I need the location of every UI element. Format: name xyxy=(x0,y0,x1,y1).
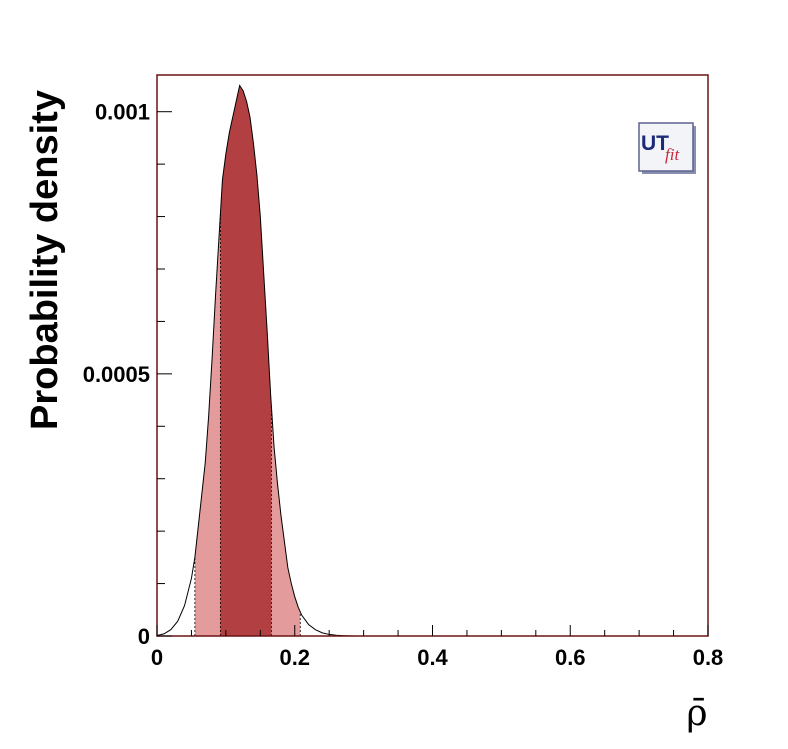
x-tick-label: 0.2 xyxy=(279,645,310,670)
y-tick-label: 0.0005 xyxy=(83,362,150,387)
tick-labels: 0 0.2 0.4 0.6 0.8 0 0.0005 0.001 xyxy=(83,100,724,670)
y-tick-label: 0.001 xyxy=(95,100,150,125)
interval-boundaries xyxy=(194,214,301,636)
utfit-logo: UT fit xyxy=(638,122,696,174)
svg-text:fit: fit xyxy=(665,145,680,164)
y-axis-title: Probability density xyxy=(24,90,66,430)
y-tick-label: 0 xyxy=(138,624,150,649)
svg-text:UT: UT xyxy=(641,132,669,155)
axis-ticks xyxy=(156,111,709,637)
density-curve xyxy=(156,84,708,637)
interval-68-fill xyxy=(220,85,272,637)
x-tick-label: 0.6 xyxy=(555,645,586,670)
x-tick-label: 0.4 xyxy=(417,645,448,670)
interval-fills xyxy=(194,85,301,637)
x-tick-label: 0.8 xyxy=(693,645,724,670)
x-tick-label: 0 xyxy=(151,645,163,670)
x-axis-title: ρ̄ xyxy=(686,693,707,734)
